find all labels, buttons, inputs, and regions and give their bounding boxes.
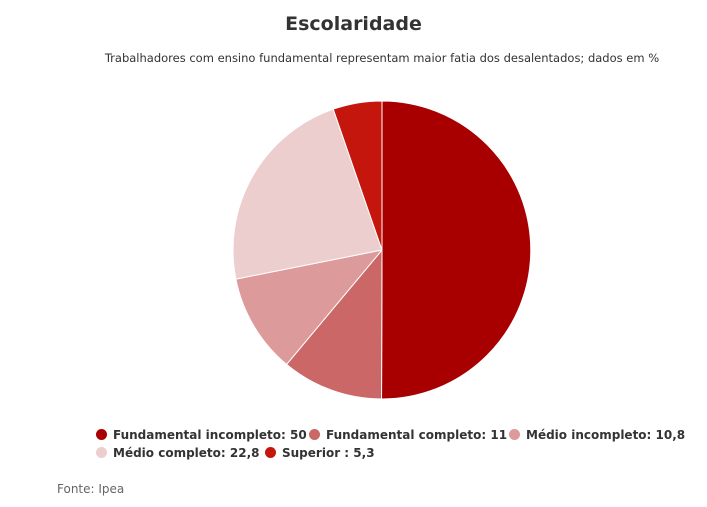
legend-swatch-medio-completo bbox=[96, 447, 107, 458]
legend-value: 22,8 bbox=[229, 446, 260, 460]
legend-item-medio-incompleto[interactable]: Médio incompleto: 10,8 bbox=[509, 427, 685, 443]
pie-slice-superior[interactable] bbox=[332, 100, 383, 251]
legend-label: Médio incompleto bbox=[526, 428, 647, 442]
pie-slice-fundamental-completo[interactable] bbox=[286, 249, 383, 400]
legend-swatch-superior bbox=[265, 447, 276, 458]
legend-item-medio-completo[interactable]: Médio completo: 22,8 bbox=[96, 445, 259, 461]
legend-value: 10,8 bbox=[655, 428, 686, 442]
legend-row-1: Fundamental incompleto: 50 Fundamental c… bbox=[96, 427, 696, 445]
legend: Fundamental incompleto: 50 Fundamental c… bbox=[96, 427, 696, 463]
legend-swatch-medio-incompleto bbox=[509, 429, 520, 440]
legend-label: Fundamental incompleto bbox=[113, 428, 282, 442]
legend-value: 11 bbox=[490, 428, 508, 442]
legend-label: Médio completo bbox=[113, 446, 221, 460]
legend-item-fundamental-incompleto[interactable]: Fundamental incompleto: 50 bbox=[96, 427, 307, 443]
legend-row-2: Médio completo: 22,8 Superior : 5,3 bbox=[96, 445, 696, 463]
chart-subtitle: Trabalhadores com ensino fundamental rep… bbox=[104, 51, 660, 65]
pie-slice-medio-completo[interactable] bbox=[232, 108, 383, 280]
legend-item-fundamental-completo[interactable]: Fundamental completo: 11 bbox=[309, 427, 507, 443]
legend-swatch-fundamental-incompleto bbox=[96, 429, 107, 440]
source-note: Fonte: Ipea bbox=[57, 482, 125, 496]
chart-title: Escolaridade bbox=[285, 13, 422, 35]
pie-slice-fundamental-incompleto[interactable] bbox=[381, 100, 532, 400]
pie-chart bbox=[232, 100, 532, 400]
legend-value: 5,3 bbox=[353, 446, 375, 460]
legend-swatch-fundamental-completo bbox=[309, 429, 320, 440]
legend-label: Fundamental completo bbox=[326, 428, 482, 442]
pie-slice-medio-incompleto[interactable] bbox=[235, 249, 383, 365]
legend-value: 50 bbox=[290, 428, 307, 442]
legend-item-superior[interactable]: Superior : 5,3 bbox=[265, 445, 375, 461]
legend-label: Superior bbox=[282, 446, 345, 460]
